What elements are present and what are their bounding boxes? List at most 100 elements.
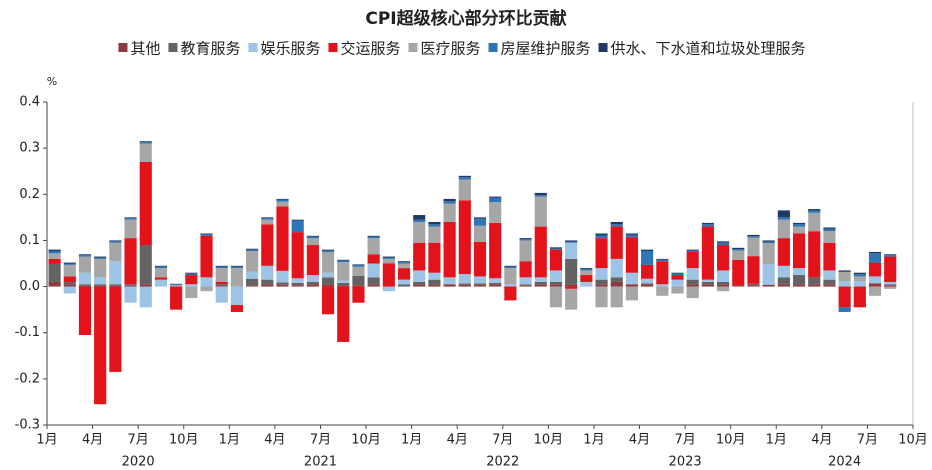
bar-segment [777, 277, 790, 285]
bar-segment [154, 279, 168, 287]
bar-segment [549, 247, 563, 249]
bar-segment [473, 218, 487, 226]
bar-segment [48, 253, 61, 259]
bar-segment [458, 179, 471, 201]
bar-segment [428, 242, 441, 273]
bar-segment [124, 217, 137, 219]
bar-segment [352, 266, 365, 276]
bar-segment [215, 284, 228, 287]
bar-segment [291, 282, 304, 286]
x-tick-label: 7月 [310, 433, 331, 448]
bar-segment [717, 284, 730, 287]
bar-segment [261, 219, 274, 225]
bar-segment [641, 264, 654, 279]
bar-segment [853, 272, 866, 275]
bar-segment [580, 270, 593, 276]
x-tick-label: 4月 [629, 433, 650, 448]
bar-segment [534, 195, 547, 197]
bar-segment [443, 198, 456, 202]
bar-segment [367, 236, 380, 239]
bar-segment [124, 286, 137, 303]
bar-segment [78, 272, 92, 285]
bar-segment [747, 236, 760, 238]
bar-segment [656, 258, 669, 260]
bar-segment [154, 266, 168, 269]
bar-segment [473, 225, 487, 242]
bar-segment [78, 286, 92, 336]
bar-segment [428, 272, 441, 280]
bar-segment [777, 284, 790, 287]
bar-segment [109, 261, 122, 285]
legend-swatch [248, 43, 258, 52]
bar-segment [625, 234, 639, 238]
bar-segment [701, 224, 714, 227]
bar-segment [701, 284, 714, 287]
x-group-label: 2021 [304, 455, 337, 470]
bar-segment [94, 286, 107, 405]
bar-segment [565, 258, 578, 285]
bar-segment [717, 270, 730, 282]
bar-segment [884, 281, 897, 285]
x-tick-label: 1月 [219, 433, 240, 448]
bar-segment [413, 284, 426, 287]
bar-segment [63, 281, 76, 285]
x-tick-label: 7月 [674, 433, 695, 448]
bar-segment [443, 221, 456, 278]
bar-segment [291, 278, 304, 283]
x-tick-label: 10月 [351, 433, 381, 448]
bar-segment [792, 233, 806, 269]
bar-segment [185, 273, 198, 276]
bar-segment [792, 226, 806, 234]
bar-segment [230, 265, 243, 267]
bar-segment [154, 277, 168, 280]
bar-segment [732, 247, 745, 250]
x-tick-label: 7月 [128, 433, 149, 448]
bar-segment [337, 260, 350, 263]
bar-segment [565, 288, 578, 310]
bar-segment [413, 215, 426, 220]
bar-segment [595, 286, 608, 308]
bar-segment [610, 226, 623, 259]
bar-segment [489, 284, 502, 287]
bar-segment [428, 279, 441, 285]
bar-segment [230, 286, 243, 306]
bar-segment [641, 251, 654, 265]
bar-segment [595, 238, 608, 269]
bar-segment [792, 222, 806, 225]
bar-segment [489, 196, 502, 198]
bar-segment [352, 275, 365, 286]
bar-segment [413, 242, 426, 271]
bar-segment [838, 270, 851, 272]
bar-segment [884, 284, 897, 286]
bar-segment [884, 286, 897, 289]
bar-segment [686, 286, 699, 299]
bar-segment [853, 274, 866, 277]
bar-segment [565, 284, 578, 287]
bar-segment [853, 276, 866, 282]
x-tick-label: 7月 [857, 433, 878, 448]
bar-segment [686, 250, 699, 252]
bar-segment [701, 226, 714, 280]
bar-segment [276, 206, 289, 271]
bar-segment [246, 251, 259, 272]
bar-segment [321, 286, 335, 315]
bar-segment [838, 286, 851, 308]
bar-segment [246, 271, 259, 279]
bar-segment [762, 243, 775, 264]
bar-segment [413, 281, 426, 285]
bar-segment [367, 238, 380, 255]
bar-segment [868, 283, 882, 287]
bar-segment [291, 285, 304, 287]
bar-segment [641, 249, 654, 252]
bar-segment [428, 284, 441, 287]
bar-segment [762, 241, 775, 244]
bar-segment [838, 271, 851, 282]
bar-segment [549, 281, 563, 285]
bar-segment [792, 284, 806, 287]
x-tick-label: 1月 [766, 433, 787, 448]
x-group-label: 2020 [122, 455, 155, 470]
bar-segment [777, 265, 790, 278]
bar-segment [413, 221, 426, 243]
bar-segment [519, 240, 532, 262]
